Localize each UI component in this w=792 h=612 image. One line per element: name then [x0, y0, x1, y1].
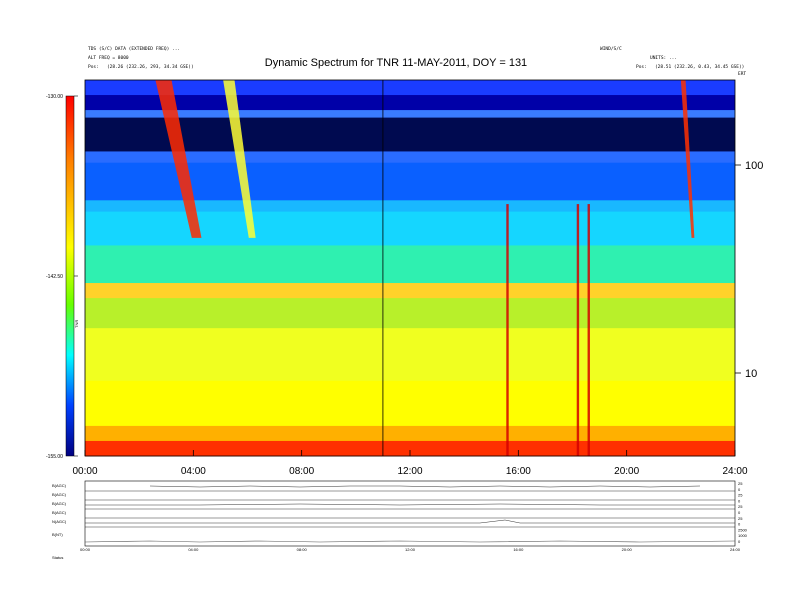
stack-row-label: B(AGC)	[52, 483, 67, 488]
spike	[587, 204, 590, 456]
stack-x-tick-label: 24:00	[730, 547, 741, 552]
stack-right-tick-label: 0	[738, 522, 741, 527]
intensity-band	[85, 298, 735, 329]
spike-events	[506, 204, 590, 456]
left-metadata-line-2: ALT FREQ = 8000	[88, 56, 129, 61]
stack-x-tick-label: 20:00	[622, 547, 633, 552]
intensity-band	[85, 283, 735, 299]
burst	[155, 80, 202, 238]
colorbar: -130.00 -142.50 -155.00 TNR	[46, 94, 79, 460]
stack-time-axis: 00:00 04:00 08:00 12:00 16:00 20:00 24:00	[80, 547, 741, 552]
stack-right-tick-label: 25	[738, 516, 743, 521]
left-metadata-line-3: Pos: (28.26 (232.26, 293, 34.34 GSE))	[88, 65, 194, 70]
spike	[576, 204, 580, 456]
x-tick-label: 04:00	[181, 466, 206, 477]
x-tick-label: 24:00	[722, 466, 747, 477]
left-metadata-line-1: TDS (S/C) DATA (EXTENDED FREQ) ...	[88, 47, 181, 52]
colorbar-tick-label: -155.00	[46, 454, 63, 460]
stack-x-tick-label: 12:00	[405, 547, 416, 552]
intensity-band	[85, 151, 735, 164]
y-tick-label: 100	[745, 160, 763, 172]
stack-x-tick-label: 16:00	[513, 547, 524, 552]
stack-right-tick-label: 25	[738, 504, 743, 509]
x-tick-label: 20:00	[614, 466, 639, 477]
intensity-bands	[85, 80, 735, 457]
intensity-band	[85, 200, 735, 213]
intensity-band	[85, 211, 735, 246]
stack-x-tick-label: 04:00	[188, 547, 199, 552]
frequency-axis: 100 10	[735, 160, 763, 380]
intensity-band	[85, 95, 735, 111]
colorbar-gradient	[65, 95, 75, 457]
stack-row-label: B(NT)	[52, 532, 63, 537]
intensity-band	[85, 380, 735, 427]
stack-right-tick-label: 2500	[738, 527, 748, 532]
stacked-panels: B(AGC)B(AGC)B(AGC)B(AGC)N(AGC)B(NT) 2502…	[52, 480, 748, 560]
burst	[223, 80, 256, 238]
intensity-band	[85, 328, 735, 382]
trace-2	[85, 503, 735, 506]
stack-right-tick-label: 0	[738, 487, 741, 492]
stack-x-tick-label: 08:00	[297, 547, 308, 552]
intensity-band	[85, 440, 735, 457]
x-tick-label: 08:00	[289, 466, 314, 477]
intensity-band	[85, 117, 735, 152]
stack-row-label: B(AGC)	[52, 510, 67, 515]
stack-row-label: N(AGC)	[52, 519, 67, 524]
colorbar-tick-label: -142.50	[46, 274, 63, 280]
stack-right-tick-label: 25	[738, 493, 743, 498]
x-tick-label: 16:00	[506, 466, 531, 477]
x-tick-label: 00:00	[72, 466, 97, 477]
colorbar-tick-label: -130.00	[46, 94, 63, 100]
spike	[506, 204, 509, 456]
burst	[680, 80, 695, 238]
intensity-band	[85, 110, 735, 119]
stack-right-tick-label: 0	[738, 510, 741, 515]
trace-3	[85, 519, 735, 524]
intensity-band	[85, 425, 735, 442]
radio-bursts	[155, 80, 695, 238]
stack-right-tick-label: 25	[738, 481, 743, 486]
spectrogram-plot	[84, 79, 736, 457]
right-metadata-line-3: Pos: (28.51 (232.26, 0.43, 34.45 GSE))	[636, 65, 745, 70]
stack-frame	[84, 480, 736, 547]
stack-row-label: B(AGC)	[52, 492, 67, 497]
stack-right-tick-label: 0	[738, 539, 741, 544]
stack-row-label: B(AGC)	[52, 501, 67, 506]
right-metadata-line-1: WIND/S/C	[600, 47, 622, 52]
intensity-band	[85, 162, 735, 201]
x-tick-label: 12:00	[397, 466, 422, 477]
status-label: Status	[52, 555, 63, 560]
colorbar-label: TNR	[74, 320, 79, 328]
chart-title: Dynamic Spectrum for TNR 11-MAY-2011, DO…	[264, 57, 528, 69]
stack-right-tick-label: 1000	[738, 533, 748, 538]
trace-4	[84, 540, 736, 543]
right-metadata-line-2: UNITS: ...	[650, 56, 678, 61]
stack-right-tick-label: 0	[738, 498, 741, 503]
trace-1	[149, 485, 701, 488]
stack-x-tick-label: 00:00	[80, 547, 91, 552]
y-tick-label: 10	[745, 368, 757, 380]
intensity-band	[85, 80, 735, 96]
time-axis: 00:00 04:00 08:00 12:00 16:00 20:00 24:00	[72, 450, 748, 477]
intensity-band	[85, 245, 735, 284]
stack-labels: B(AGC) B(AGC) B(AGC) B(AGC) N(AGC) B(NT)	[52, 483, 67, 537]
right-axis-tag: ERT	[738, 72, 747, 77]
